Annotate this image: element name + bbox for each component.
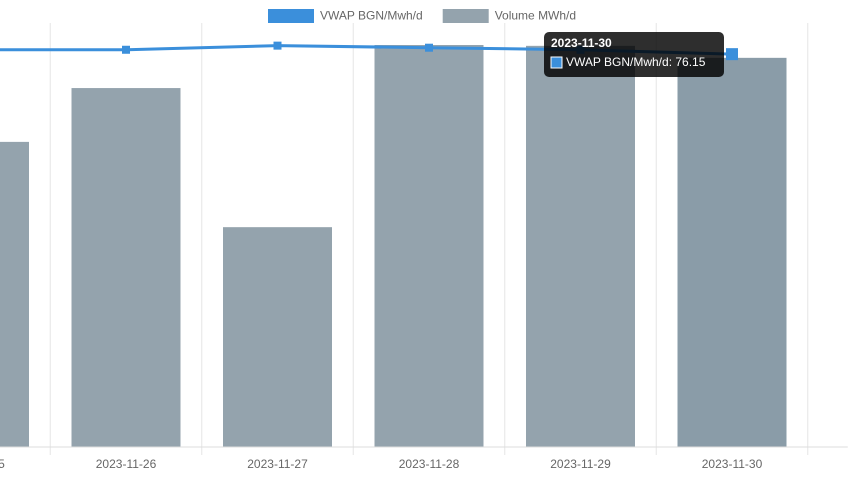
bar[interactable] [0, 141, 29, 447]
x-tick-label: 2023-11-26 [96, 457, 157, 471]
bars [0, 45, 787, 448]
legend-label[interactable]: Volume MWh/d [495, 9, 576, 23]
legend-label[interactable]: VWAP BGN/Mwh/d [320, 9, 423, 23]
tooltip: 2023-11-30 VWAP BGN/Mwh/d: 76.15 [544, 32, 724, 77]
bar[interactable] [223, 227, 332, 447]
x-axis: 2023-11-25 2023-11-26 2023-11-27 2023-11-28… [0, 446, 848, 471]
tooltip-title: 2023-11-30 [551, 36, 612, 50]
bar[interactable] [677, 57, 787, 448]
legend-swatch[interactable] [268, 9, 314, 23]
legend: VWAP BGN/Mwh/d Volume MWh/d [268, 9, 576, 23]
line-point[interactable] [425, 43, 433, 52]
x-tick-label: 2023-11-25 [0, 457, 5, 471]
grid [49, 23, 809, 455]
tooltip-body: VWAP BGN/Mwh/d: 76.15 [566, 55, 706, 69]
x-tick-label: 2023-11-28 [399, 457, 460, 471]
tooltip-box [544, 32, 724, 77]
bar[interactable] [374, 45, 484, 447]
tooltip-sep: : [669, 55, 676, 69]
line-point[interactable] [726, 48, 738, 61]
x-tick-label: 2023-11-30 [702, 457, 763, 471]
bar[interactable] [526, 45, 635, 448]
x-tick-label: 2023-11-27 [247, 457, 308, 471]
x-tick-label: 2023-11-29 [550, 457, 611, 471]
line-point[interactable] [273, 41, 282, 50]
tooltip-value: 76.15 [675, 55, 705, 69]
tooltip-series: VWAP BGN/Mwh/d [566, 55, 669, 69]
legend-swatch[interactable] [442, 9, 489, 23]
line-point[interactable] [122, 45, 130, 54]
bar[interactable] [71, 88, 181, 447]
tooltip-swatch [550, 56, 563, 69]
